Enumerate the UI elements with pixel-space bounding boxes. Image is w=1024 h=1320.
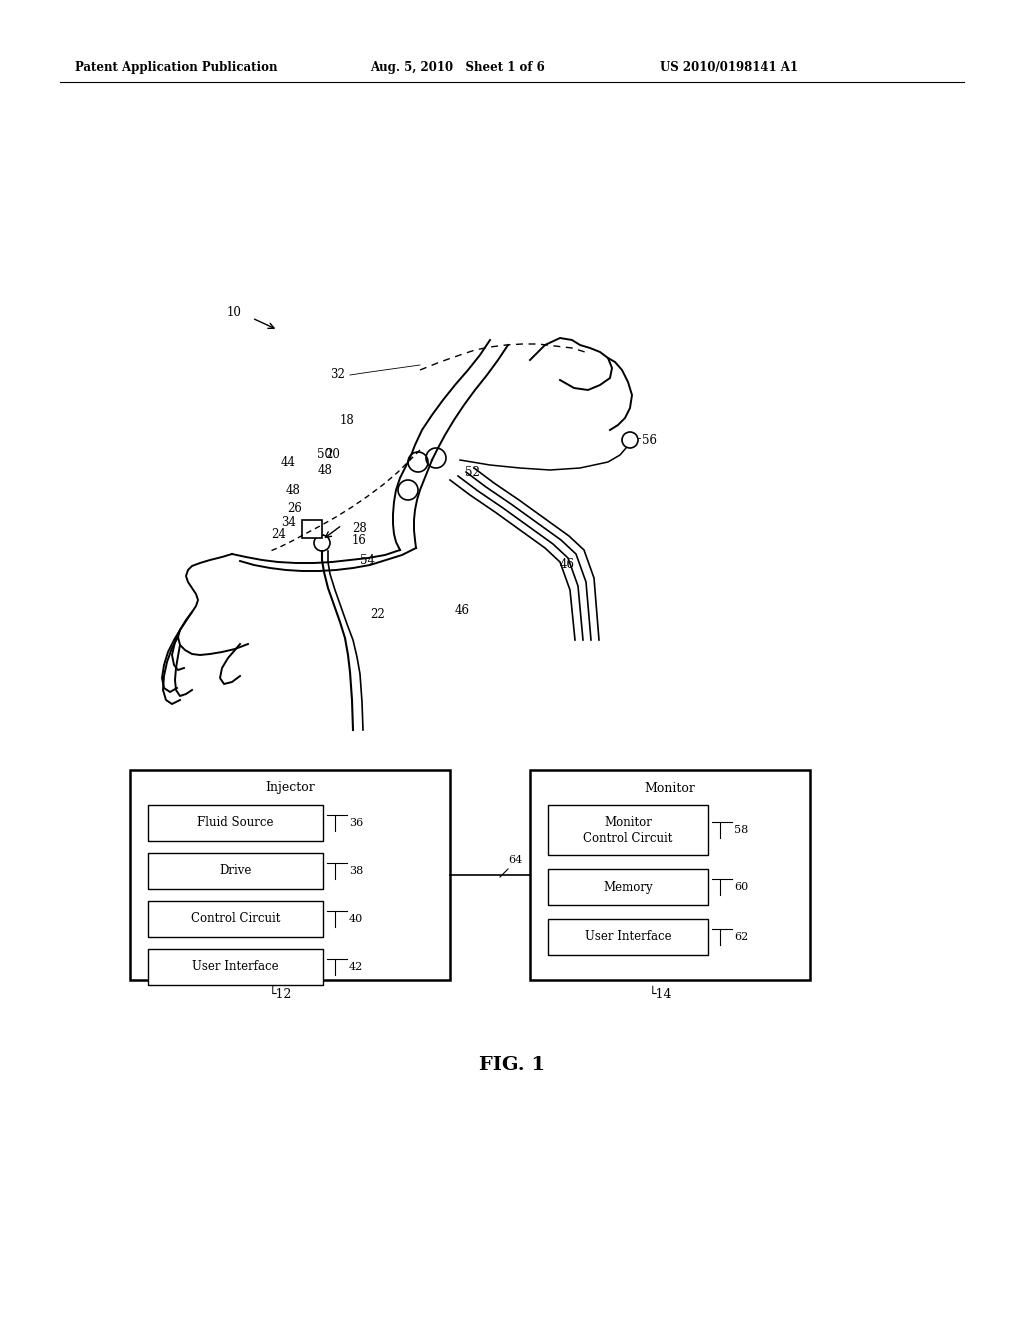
- Text: Injector: Injector: [265, 781, 314, 795]
- Text: Patent Application Publication: Patent Application Publication: [75, 62, 278, 74]
- Text: 54: 54: [360, 553, 375, 566]
- Text: 46: 46: [560, 558, 575, 572]
- Text: 38: 38: [349, 866, 364, 876]
- Text: User Interface: User Interface: [585, 931, 672, 944]
- Text: Drive: Drive: [219, 865, 252, 878]
- Text: 34: 34: [281, 516, 296, 528]
- Text: Fluid Source: Fluid Source: [198, 817, 273, 829]
- FancyBboxPatch shape: [302, 520, 322, 539]
- Text: 42: 42: [349, 962, 364, 972]
- Text: 50: 50: [317, 449, 332, 462]
- Text: 16: 16: [352, 533, 367, 546]
- Text: 52: 52: [465, 466, 480, 479]
- Text: Memory: Memory: [603, 880, 653, 894]
- FancyBboxPatch shape: [548, 805, 708, 855]
- Text: 62: 62: [734, 932, 749, 942]
- Text: 20: 20: [326, 449, 340, 462]
- FancyBboxPatch shape: [130, 770, 450, 979]
- Text: 44: 44: [281, 455, 296, 469]
- Text: 58: 58: [734, 825, 749, 836]
- Text: Monitor: Monitor: [644, 781, 695, 795]
- FancyBboxPatch shape: [530, 770, 810, 979]
- Text: 60: 60: [734, 882, 749, 892]
- FancyBboxPatch shape: [148, 902, 323, 937]
- Text: 64: 64: [508, 855, 522, 865]
- Text: 28: 28: [352, 521, 367, 535]
- FancyBboxPatch shape: [548, 919, 708, 954]
- FancyBboxPatch shape: [148, 805, 323, 841]
- Text: 32: 32: [330, 368, 345, 381]
- Text: 48: 48: [317, 463, 332, 477]
- Text: Control Circuit: Control Circuit: [190, 912, 281, 925]
- Text: US 2010/0198141 A1: US 2010/0198141 A1: [660, 62, 798, 74]
- Text: 56: 56: [642, 433, 657, 446]
- Text: └12: └12: [268, 987, 292, 1001]
- Text: 46: 46: [455, 603, 470, 616]
- Text: └14: └14: [648, 987, 672, 1001]
- Text: 26: 26: [287, 502, 302, 515]
- Text: 18: 18: [339, 413, 354, 426]
- Text: 24: 24: [271, 528, 286, 541]
- Text: User Interface: User Interface: [193, 961, 279, 974]
- FancyBboxPatch shape: [148, 853, 323, 888]
- Text: 40: 40: [349, 913, 364, 924]
- Text: FIG. 1: FIG. 1: [479, 1056, 545, 1074]
- FancyBboxPatch shape: [548, 869, 708, 906]
- Text: 36: 36: [349, 818, 364, 828]
- Text: Aug. 5, 2010   Sheet 1 of 6: Aug. 5, 2010 Sheet 1 of 6: [370, 62, 545, 74]
- Text: 48: 48: [285, 483, 300, 496]
- FancyBboxPatch shape: [148, 949, 323, 985]
- Text: 10: 10: [227, 305, 242, 318]
- Text: Monitor
Control Circuit: Monitor Control Circuit: [584, 816, 673, 845]
- Text: 22: 22: [370, 609, 385, 622]
